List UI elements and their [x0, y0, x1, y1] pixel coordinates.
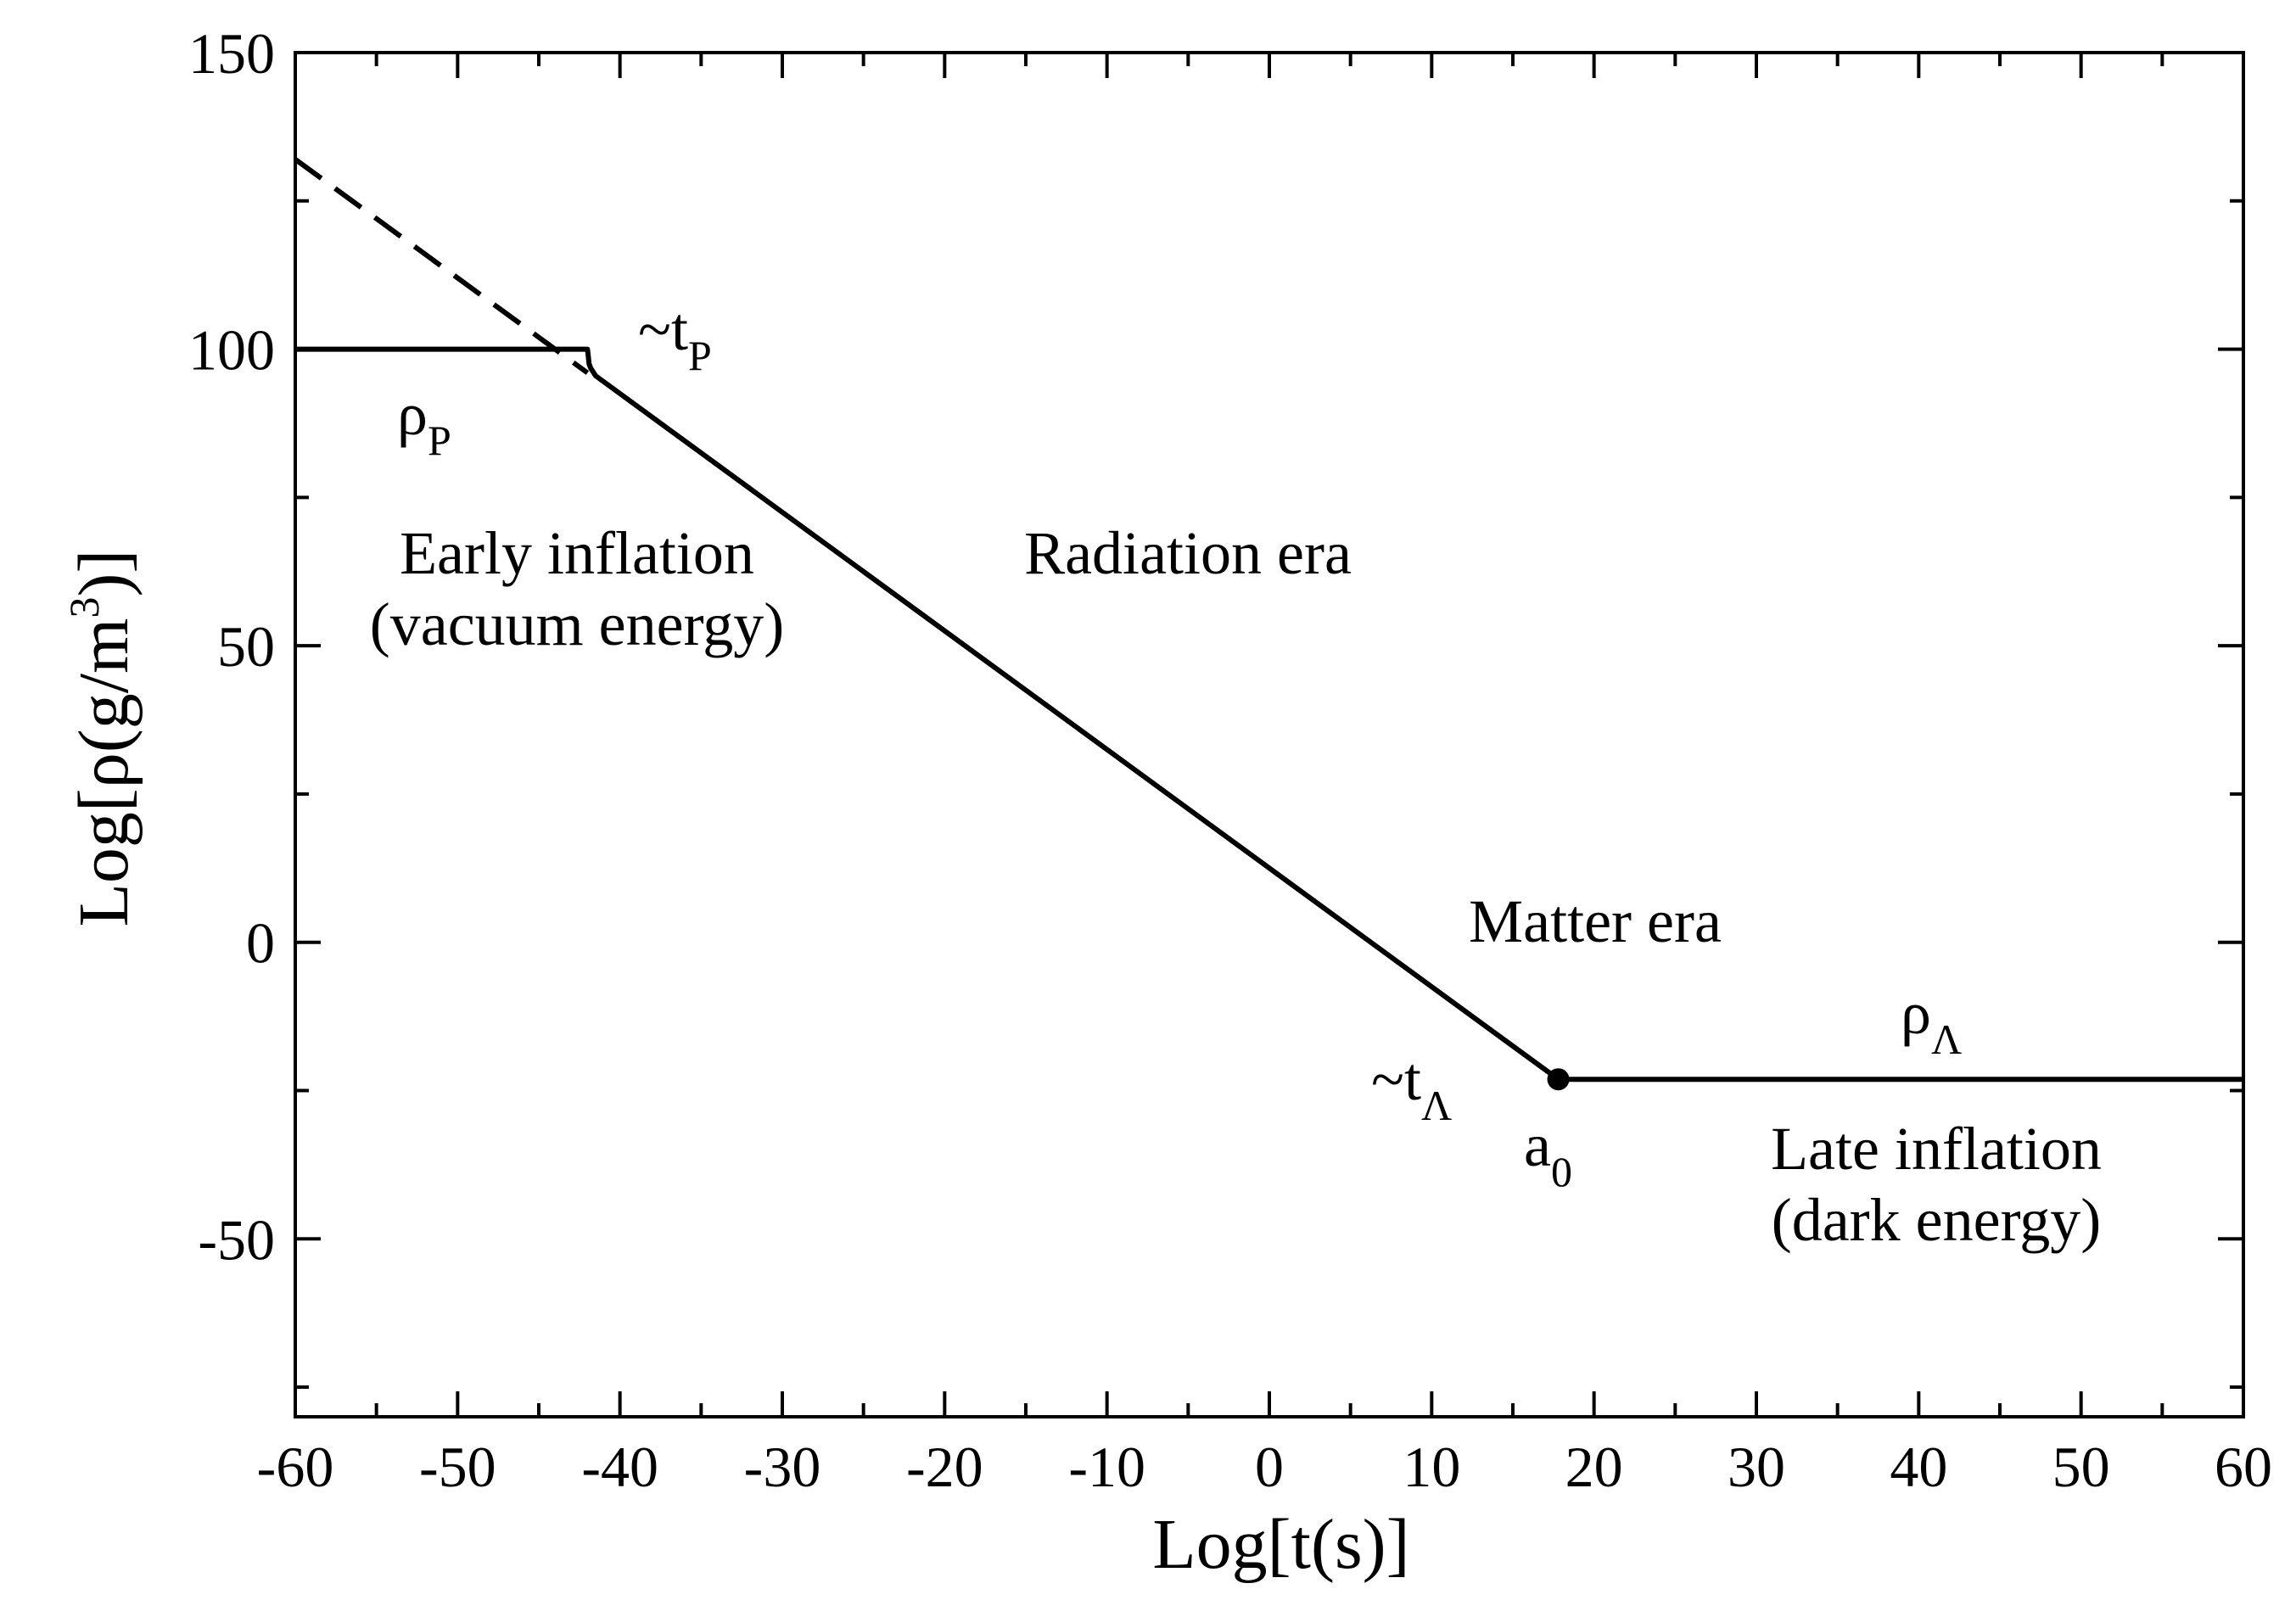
y-tick-labels: 150 100 50 0 -50	[188, 21, 275, 1272]
major-ticks	[294, 51, 2245, 1417]
a0-marker	[1547, 1068, 1570, 1091]
annotation-rho-p-subscript: P	[428, 417, 451, 464]
annotation-rho-lambda-subscript: Λ	[1931, 1016, 1962, 1063]
annotation-a-zero-main: a	[1524, 1111, 1551, 1179]
y-axis-title: Log[ρ(g/m3)]	[60, 550, 143, 927]
annotation-rho-p: ρP	[397, 380, 451, 464]
density-curve	[295, 346, 2243, 1083]
annotation-matter-era-line: Matter era	[1469, 887, 1722, 955]
y-axis-title-main: Log[ρ(g/m	[64, 618, 143, 927]
x-tick-label: -20	[906, 1435, 983, 1499]
annotation-late-inflation-line: Late inflation	[1771, 1115, 2102, 1183]
marker-layer	[1547, 1068, 1570, 1091]
annotation-rho-lambda-main: ρ	[1901, 979, 1931, 1047]
annotation-t-p: ~tP	[638, 295, 712, 379]
annotation-early-inflation-line: (vacuum energy)	[370, 590, 784, 658]
annotation-t-p-main: ~t	[638, 295, 688, 363]
y-axis-title-close: )]	[64, 550, 143, 597]
annotation-early-inflation-line: Early inflation	[400, 519, 754, 587]
y-tick-label: 50	[217, 614, 275, 679]
x-tick-label: -40	[581, 1435, 658, 1499]
x-axis-title: Log[t(s)]	[1152, 1505, 1409, 1584]
y-tick-label: 0	[246, 911, 275, 976]
x-tick-label: 0	[1255, 1435, 1284, 1499]
x-tick-label: 60	[2215, 1435, 2272, 1499]
annotation-t-lambda-subscript: Λ	[1421, 1082, 1452, 1129]
x-tick-label: 30	[1728, 1435, 1785, 1499]
x-tick-label: 10	[1403, 1435, 1460, 1499]
annotation-t-lambda-main: ~t	[1371, 1045, 1421, 1113]
x-tick-label: -50	[419, 1435, 496, 1499]
annotation-radiation-era-line: Radiation era	[1024, 519, 1352, 587]
x-tick-label: -30	[744, 1435, 821, 1499]
annotation-rho-p-main: ρ	[397, 380, 428, 448]
dashed-extrapolation-line	[294, 157, 590, 375]
x-tick-label: 20	[1565, 1435, 1623, 1499]
annotation-a-zero-subscript: 0	[1551, 1148, 1572, 1195]
x-tick-labels: -60 -50 -40 -30 -20 -10 0 10 20 30 40 50 60	[257, 1435, 2272, 1499]
annotation-late-inflation-line: (dark energy)	[1772, 1186, 2101, 1254]
y-tick-label: 100	[188, 318, 275, 383]
x-tick-label: 40	[1890, 1435, 1947, 1499]
y-tick-label: 150	[188, 21, 275, 86]
annotation-a-zero: a0	[1524, 1111, 1572, 1195]
annotation-t-lambda: ~tΛ	[1371, 1045, 1452, 1129]
y-axis-title-sup: 3	[60, 597, 108, 618]
x-tick-label: 50	[2052, 1435, 2110, 1499]
x-tick-label: -10	[1068, 1435, 1145, 1499]
minor-ticks	[295, 53, 2243, 1417]
annotation-rho-lambda: ρΛ	[1901, 979, 1962, 1063]
y-tick-label: -50	[198, 1207, 275, 1272]
annotation-t-p-subscript: P	[688, 332, 712, 379]
x-tick-label: -60	[257, 1435, 334, 1499]
